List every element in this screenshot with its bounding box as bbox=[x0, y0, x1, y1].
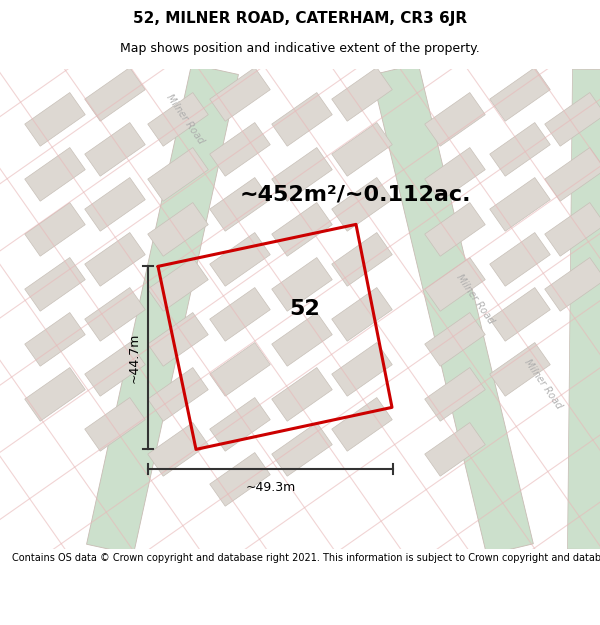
Polygon shape bbox=[25, 202, 85, 256]
Polygon shape bbox=[332, 177, 392, 231]
Polygon shape bbox=[545, 258, 600, 311]
Polygon shape bbox=[25, 312, 85, 366]
Polygon shape bbox=[490, 342, 550, 396]
Polygon shape bbox=[332, 122, 392, 176]
Polygon shape bbox=[86, 64, 238, 554]
Polygon shape bbox=[25, 368, 85, 421]
Polygon shape bbox=[425, 148, 485, 201]
Polygon shape bbox=[148, 148, 208, 201]
Polygon shape bbox=[210, 122, 270, 176]
Text: Contains OS data © Crown copyright and database right 2021. This information is : Contains OS data © Crown copyright and d… bbox=[12, 553, 600, 563]
Polygon shape bbox=[25, 258, 85, 311]
Polygon shape bbox=[148, 312, 208, 366]
Text: ~49.3m: ~49.3m bbox=[245, 481, 296, 494]
Polygon shape bbox=[25, 148, 85, 201]
Polygon shape bbox=[425, 202, 485, 256]
Polygon shape bbox=[425, 92, 485, 146]
Polygon shape bbox=[332, 288, 392, 341]
Polygon shape bbox=[148, 422, 208, 476]
Polygon shape bbox=[210, 288, 270, 341]
Polygon shape bbox=[272, 92, 332, 146]
Polygon shape bbox=[332, 342, 392, 396]
Polygon shape bbox=[332, 232, 392, 286]
Text: Milner Road: Milner Road bbox=[164, 92, 206, 146]
Text: Map shows position and indicative extent of the property.: Map shows position and indicative extent… bbox=[120, 42, 480, 55]
Polygon shape bbox=[425, 422, 485, 476]
Polygon shape bbox=[210, 232, 270, 286]
Polygon shape bbox=[85, 288, 145, 341]
Polygon shape bbox=[210, 342, 270, 396]
Text: ~452m²/~0.112ac.: ~452m²/~0.112ac. bbox=[240, 184, 472, 204]
Polygon shape bbox=[148, 368, 208, 421]
Polygon shape bbox=[568, 69, 600, 549]
Polygon shape bbox=[148, 92, 208, 146]
Polygon shape bbox=[148, 202, 208, 256]
Polygon shape bbox=[210, 177, 270, 231]
Polygon shape bbox=[148, 258, 208, 311]
Polygon shape bbox=[490, 177, 550, 231]
Text: Milner Road: Milner Road bbox=[522, 357, 564, 411]
Polygon shape bbox=[210, 452, 270, 506]
Polygon shape bbox=[85, 122, 145, 176]
Polygon shape bbox=[332, 68, 392, 121]
Polygon shape bbox=[545, 202, 600, 256]
Polygon shape bbox=[210, 68, 270, 121]
Polygon shape bbox=[85, 342, 145, 396]
Polygon shape bbox=[210, 398, 270, 451]
Polygon shape bbox=[490, 232, 550, 286]
Polygon shape bbox=[272, 202, 332, 256]
Polygon shape bbox=[85, 398, 145, 451]
Polygon shape bbox=[371, 64, 533, 555]
Text: 52, MILNER ROAD, CATERHAM, CR3 6JR: 52, MILNER ROAD, CATERHAM, CR3 6JR bbox=[133, 11, 467, 26]
Text: 52: 52 bbox=[290, 299, 320, 319]
Polygon shape bbox=[85, 177, 145, 231]
Polygon shape bbox=[272, 368, 332, 421]
Polygon shape bbox=[272, 422, 332, 476]
Polygon shape bbox=[490, 288, 550, 341]
Polygon shape bbox=[425, 312, 485, 366]
Polygon shape bbox=[545, 148, 600, 201]
Polygon shape bbox=[425, 368, 485, 421]
Polygon shape bbox=[545, 92, 600, 146]
Polygon shape bbox=[85, 232, 145, 286]
Polygon shape bbox=[272, 312, 332, 366]
Text: Milner Road: Milner Road bbox=[454, 272, 496, 326]
Polygon shape bbox=[85, 68, 145, 121]
Polygon shape bbox=[490, 68, 550, 121]
Polygon shape bbox=[490, 122, 550, 176]
Polygon shape bbox=[272, 148, 332, 201]
Polygon shape bbox=[25, 92, 85, 146]
Text: ~44.7m: ~44.7m bbox=[128, 332, 140, 383]
Polygon shape bbox=[272, 258, 332, 311]
Polygon shape bbox=[332, 398, 392, 451]
Polygon shape bbox=[425, 258, 485, 311]
